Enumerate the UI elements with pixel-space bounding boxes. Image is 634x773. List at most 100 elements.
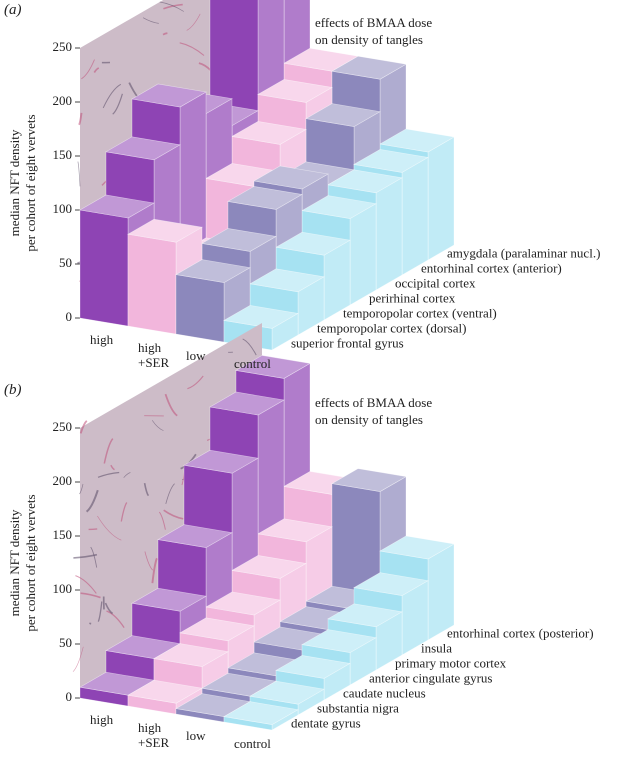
bar-top <box>301 195 377 219</box>
wall-texture <box>142 17 159 24</box>
bar-top <box>257 518 333 543</box>
wall-texture <box>198 62 212 71</box>
bar <box>223 701 299 731</box>
row-label: anterior cingulate gyrus <box>369 670 492 685</box>
row-label: entorhinal cortex (anterior) <box>421 260 562 275</box>
wall-texture <box>97 471 120 478</box>
bar-top <box>131 83 207 108</box>
row-label: superior frontal gyrus <box>291 335 404 350</box>
wall-texture <box>79 420 88 434</box>
bar-top <box>249 680 325 705</box>
bar-top <box>201 228 277 252</box>
bar-top <box>175 259 251 283</box>
wall-texture <box>179 42 205 56</box>
bar-top <box>253 165 329 190</box>
wall-texture <box>97 601 103 622</box>
bar-top <box>79 194 155 219</box>
wall-texture <box>93 67 100 73</box>
bar-top <box>131 587 207 612</box>
panel-label: (a) <box>4 2 22 18</box>
row-label: occipital cortex <box>395 275 476 290</box>
wall-texture <box>72 646 84 672</box>
wall-texture <box>78 112 83 126</box>
bar-front <box>79 209 129 327</box>
bar-top <box>183 449 259 474</box>
wall-texture <box>112 93 123 115</box>
category-label: high +SER <box>138 340 170 370</box>
bar-top <box>353 149 429 173</box>
bar-top <box>105 136 181 161</box>
bar-top <box>275 655 351 679</box>
bar-front <box>175 274 225 343</box>
bar-top <box>257 79 333 103</box>
bar-top <box>205 591 281 616</box>
bar-top <box>179 617 255 642</box>
y-axis-label: per cohort of eight vervets <box>23 494 38 631</box>
y-tick-label: 50 <box>59 255 72 270</box>
wall-texture <box>90 546 98 568</box>
wall-texture <box>144 551 154 571</box>
row-label: substantia nigra <box>317 700 399 715</box>
wall-texture <box>106 610 125 628</box>
y-tick-label: 100 <box>53 581 73 596</box>
wall-texture <box>77 161 81 187</box>
bar-top <box>301 629 377 653</box>
bar-top <box>127 679 203 704</box>
wall-texture <box>186 13 201 31</box>
wall-texture <box>151 420 164 431</box>
row-label: caudate nucleus <box>343 685 426 700</box>
bar-top <box>327 603 403 628</box>
bar-top <box>305 103 381 127</box>
wall-texture <box>81 59 95 80</box>
y-tick-label: 0 <box>66 689 73 704</box>
y-tick-label: 250 <box>53 419 73 434</box>
y-tick-label: 50 <box>59 635 72 650</box>
bar-top <box>153 643 229 667</box>
category-label: high <box>90 712 114 727</box>
row-label: entorhinal cortex (posterior) <box>447 625 594 640</box>
wall-texture <box>151 557 158 584</box>
bar-side <box>401 156 429 276</box>
bar-top <box>223 701 299 725</box>
wall-texture <box>159 1 184 12</box>
y-axis-label: median NFT density <box>7 509 22 616</box>
wall-texture <box>73 553 98 559</box>
bar-top <box>231 555 307 579</box>
wall-texture <box>102 83 122 109</box>
bar-top <box>331 55 407 80</box>
bar-top <box>223 305 299 329</box>
wall-texture <box>110 464 115 471</box>
y-tick-label: 200 <box>53 93 73 108</box>
wall-texture <box>97 515 122 541</box>
bar-top <box>231 121 307 145</box>
category-label: high +SER <box>138 720 170 750</box>
wall-texture <box>85 489 99 513</box>
bar-top <box>275 231 351 256</box>
wall-texture <box>164 393 178 417</box>
row-label: temporopolar cortex (ventral) <box>343 305 497 320</box>
wall-texture <box>80 592 101 599</box>
bar-top <box>157 524 233 548</box>
y-tick-label: 250 <box>53 39 73 54</box>
row-label: temporopolar cortex (dorsal) <box>317 320 466 335</box>
bar-top <box>353 572 429 596</box>
bar-top <box>209 391 285 416</box>
row-label: primary motor cortex <box>395 655 507 670</box>
bar-side <box>427 136 455 261</box>
y-tick-label: 150 <box>53 147 73 162</box>
wall-texture <box>187 375 204 390</box>
wall-texture <box>163 509 184 520</box>
bar-side <box>375 177 403 291</box>
bar-front <box>127 233 177 335</box>
bar-top <box>327 169 403 194</box>
wall-texture <box>162 32 168 36</box>
wall-texture <box>103 438 114 464</box>
row-label: dentate gyrus <box>291 715 361 730</box>
row-label: insula <box>421 640 452 655</box>
bar <box>127 679 203 715</box>
wall-texture <box>242 338 257 356</box>
bar-top <box>331 468 407 492</box>
bar-top <box>235 355 311 379</box>
